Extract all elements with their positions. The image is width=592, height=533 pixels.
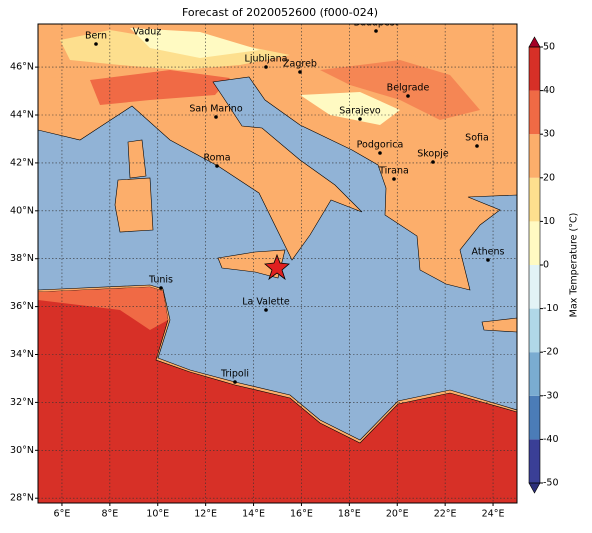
warm-zone (90, 70, 230, 105)
colorbar-tick-label: 0 (543, 260, 549, 271)
city-label: Sofia (465, 133, 489, 144)
city-dot (159, 286, 163, 290)
city-label: Skopje (417, 149, 449, 160)
city-label: Vaduz (133, 27, 162, 38)
colorbar-segment (529, 177, 540, 222)
sardinia (114, 177, 154, 233)
x-tick-label: 22°E (434, 509, 457, 520)
y-tick-label: 38°N (10, 253, 34, 264)
city-label: Budapest (354, 18, 399, 29)
x-tick-label: 24°E (482, 509, 505, 520)
x-tick-label: 8°E (101, 509, 118, 520)
title: Forecast of 2020052600 (f000-024) (182, 6, 378, 19)
city-label: La Valette (242, 297, 290, 308)
city-dot (378, 151, 382, 155)
colorbar-tick-label: -20 (543, 347, 559, 358)
y-tick-label: 40°N (10, 205, 34, 216)
colorbar-tick-label: -40 (543, 434, 559, 445)
y-tick-label: 42°N (10, 157, 34, 168)
warm-zone (38, 287, 168, 330)
cool-zone (130, 28, 260, 58)
colorbar-tick-label: -50 (543, 478, 559, 489)
crete (481, 317, 517, 333)
city-label: Tirana (378, 166, 409, 177)
colorbar-extend (528, 36, 541, 48)
city-dot (475, 144, 479, 148)
city-label: Roma (203, 153, 230, 164)
city-label: Athens (472, 247, 505, 258)
colorbar-segment (529, 47, 540, 91)
city-label: Sarajevo (339, 106, 381, 117)
city-dot (145, 38, 149, 42)
x-tick-label: 10°E (146, 509, 169, 520)
colorbar-segment (529, 395, 540, 440)
colorbar-tick-label: 40 (543, 85, 555, 96)
sicily (217, 249, 286, 279)
x-tick-label: 12°E (194, 509, 217, 520)
x-tick-label: 6°E (54, 509, 71, 520)
city-dot (233, 380, 237, 384)
y-tick-label: 34°N (10, 349, 34, 360)
city-label: Ljubljana (245, 54, 288, 65)
city-dot (486, 258, 490, 262)
city-dot (358, 117, 362, 121)
x-tick-label: 16°E (290, 509, 313, 520)
city-label: Bern (85, 31, 107, 42)
colorbar-segment (529, 221, 540, 265)
city-dot (374, 29, 378, 33)
city-dot (392, 177, 396, 181)
y-tick-label: 28°N (10, 493, 34, 504)
colorbar-segment (529, 308, 540, 353)
x-tick-label: 18°E (338, 509, 361, 520)
y-tick-label: 30°N (10, 445, 34, 456)
y-tick-label: 36°N (10, 301, 34, 312)
colorbar-tick-label: 20 (543, 172, 555, 183)
colorbar-segment (529, 265, 540, 309)
city-dot (264, 308, 268, 312)
city-label: Zagreb (283, 59, 317, 70)
city-label: Tunis (148, 275, 173, 286)
x-tick-label: 14°E (242, 509, 265, 520)
city-label: San Marino (189, 104, 242, 115)
cool-zone (300, 92, 400, 125)
colorbar-tick-label: 10 (543, 216, 555, 227)
colorbar-segment (529, 439, 540, 483)
city-label: Belgrade (387, 83, 430, 94)
colorbar-label: Max Temperature (°C) (569, 213, 580, 318)
city-dot (298, 70, 302, 74)
colorbar-extend (528, 482, 541, 494)
y-tick-label: 46°N (10, 62, 34, 73)
city-dot (264, 65, 268, 69)
x-tick-label: 20°E (386, 509, 409, 520)
city-dot (406, 94, 410, 98)
colorbar-segment (529, 352, 540, 396)
colorbar-tick-label: -30 (543, 390, 559, 401)
y-tick-label: 44°N (10, 110, 34, 121)
colorbar-segment (529, 134, 540, 178)
city-dot (94, 42, 98, 46)
colorbar-tick-label: -10 (543, 303, 559, 314)
y-tick-label: 32°N (10, 397, 34, 408)
star-marker (264, 253, 290, 281)
map-frame (37, 23, 518, 504)
city-dot (431, 160, 435, 164)
colorbar-tick-label: 50 (543, 42, 555, 53)
city-dot (214, 115, 218, 119)
city-label: Tripoli (220, 369, 249, 380)
city-dot (215, 164, 219, 168)
colorbar-tick-label: 30 (543, 129, 555, 140)
warm-zone (320, 60, 480, 120)
corsica (127, 139, 147, 179)
city-label: Podgorica (357, 140, 404, 151)
colorbar-segment (529, 90, 540, 135)
